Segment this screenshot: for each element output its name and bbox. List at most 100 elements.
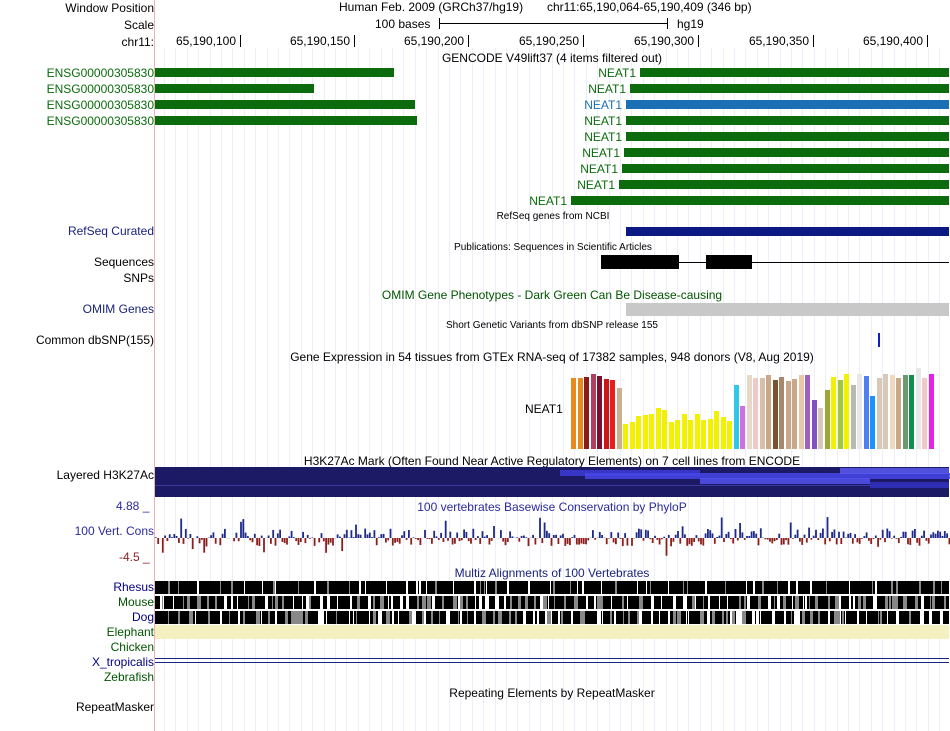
gtex-tissue-bar[interactable] [616,388,622,449]
gtex-tissue-bar[interactable] [746,375,752,449]
gtex-tissue-bar[interactable] [896,378,901,449]
omim-genes-label[interactable]: OMIM Genes [82,302,154,316]
gencode-neat1-label[interactable]: NEAT1 [529,194,567,208]
gtex-tissue-bar[interactable] [571,378,576,449]
gtex-tissue-bar[interactable] [850,385,856,449]
gtex-tissue-bar[interactable] [740,406,745,449]
gencode-neat1-label[interactable]: NEAT1 [582,146,620,160]
phylop-bar [175,536,178,538]
gtex-tissue-bar[interactable] [642,415,648,449]
gtex-tissue-bar[interactable] [649,414,654,449]
gtex-tissue-bar[interactable] [935,405,940,449]
h3k27ac-peak[interactable] [700,478,870,484]
gtex-tissue-bar[interactable] [831,377,836,449]
gtex-tissue-bar[interactable] [928,374,934,449]
gtex-tissue-bar[interactable] [623,424,628,449]
gencode-transcript[interactable] [626,116,949,125]
gtex-tissue-bar[interactable] [577,378,583,449]
gencode-neat1-label[interactable]: NEAT1 [588,82,626,96]
gencode-transcript[interactable] [155,68,394,77]
h3k27ac-peak[interactable] [585,473,950,479]
gtex-tissue-bar[interactable] [772,380,778,449]
gtex-tissue-bar[interactable] [792,379,797,449]
gtex-tissue-bar[interactable] [668,422,674,449]
multiz-row[interactable] [155,596,949,609]
gencode-neat1-label[interactable]: NEAT1 [598,66,636,80]
gtex-tissue-bar[interactable] [844,374,849,449]
gencode-left-label[interactable]: ENSG00000305830 [46,114,154,128]
gtex-tissue-bar[interactable] [857,374,862,449]
gencode-transcript[interactable] [630,84,949,93]
gencode-transcript[interactable] [626,132,949,141]
gtex-tissue-bar[interactable] [675,420,680,449]
gtex-tissue-bar[interactable] [597,376,602,449]
gencode-neat1-label[interactable]: NEAT1 [580,162,618,176]
gtex-tissue-bar[interactable] [636,416,641,449]
multiz-row[interactable] [155,581,949,594]
gtex-tissue-bar[interactable] [818,408,823,449]
gtex-tissue-bar[interactable] [824,390,830,449]
gencode-transcript[interactable] [619,180,949,189]
h3k27ac-peak[interactable] [870,482,949,488]
gtex-tissue-bar[interactable] [688,420,693,449]
gtex-tissue-bar[interactable] [759,378,765,449]
gencode-left-label[interactable]: ENSG00000305830 [46,82,154,96]
gtex-tissue-bar[interactable] [805,375,810,449]
phylop-signal[interactable] [155,500,950,566]
gtex-tissue-bar[interactable] [753,378,758,449]
refseq-curated-label[interactable]: RefSeq Curated [67,224,154,238]
gencode-neat1-label[interactable]: NEAT1 [577,178,615,192]
gencode-neat1-label[interactable]: NEAT1 [584,98,622,112]
gencode-transcript[interactable] [571,196,949,205]
gtex-tissue-bar[interactable] [720,417,726,449]
gtex-tissue-bar[interactable] [870,396,875,449]
gtex-tissue-bar[interactable] [779,377,784,449]
gencode-transcript[interactable] [155,100,415,109]
gencode-neat1-label[interactable]: NEAT1 [584,114,622,128]
gtex-tissue-bar[interactable] [837,380,843,449]
publication-sequence-block-2[interactable] [706,255,752,269]
multiz-gap [294,611,298,624]
gtex-tissue-bar[interactable] [603,379,609,449]
gtex-tissue-bar[interactable] [876,378,882,449]
gtex-tissue-bar[interactable] [766,375,771,449]
gtex-tissue-bar[interactable] [889,375,895,449]
gtex-tissue-bar[interactable] [785,381,791,449]
gtex-tissue-bar[interactable] [707,419,713,449]
gencode-transcript[interactable] [622,164,949,173]
gtex-tissue-bar[interactable] [883,374,888,449]
gtex-tissue-bar[interactable] [681,414,687,449]
gtex-tissue-bar[interactable] [727,421,732,449]
h3k27ac-peak[interactable] [840,468,949,474]
refseq-neat1-feature[interactable] [626,227,949,236]
gtex-tissue-bar[interactable] [915,368,921,449]
gencode-left-label[interactable]: ENSG00000305830 [46,66,154,80]
gtex-tissue-bar[interactable] [584,377,589,449]
gencode-transcript[interactable] [624,148,949,157]
gtex-tissue-bar[interactable] [629,422,635,449]
gtex-tissue-bar[interactable] [694,414,700,449]
gtex-tissue-bar[interactable] [701,420,706,449]
elephant-alignment[interactable] [155,625,949,639]
gtex-tissue-bar[interactable] [590,374,596,449]
publication-sequence-block-1[interactable] [601,255,679,269]
gencode-left-label[interactable]: ENSG00000305830 [46,98,154,112]
gtex-tissue-bar[interactable] [922,378,927,449]
gtex-tissue-bar[interactable] [909,375,914,449]
gtex-tissue-bar[interactable] [811,400,817,449]
gtex-tissue-bar[interactable] [798,375,804,449]
gtex-tissue-bar[interactable] [733,385,739,449]
gencode-transcript[interactable] [155,116,417,125]
gencode-transcript[interactable] [626,100,949,109]
gtex-tissue-bar[interactable] [714,411,719,449]
gtex-tissue-bar[interactable] [863,376,869,449]
gtex-tissue-bar[interactable] [662,410,667,449]
gencode-transcript[interactable] [155,84,314,93]
gtex-tissue-bar[interactable] [655,408,661,449]
gtex-tissue-bar[interactable] [902,375,908,449]
omim-neat1-feature[interactable] [626,303,949,316]
dbsnp-variant[interactable] [878,333,880,347]
gencode-neat1-label[interactable]: NEAT1 [584,130,622,144]
gencode-transcript[interactable] [640,68,949,77]
gtex-tissue-bar[interactable] [610,380,615,449]
